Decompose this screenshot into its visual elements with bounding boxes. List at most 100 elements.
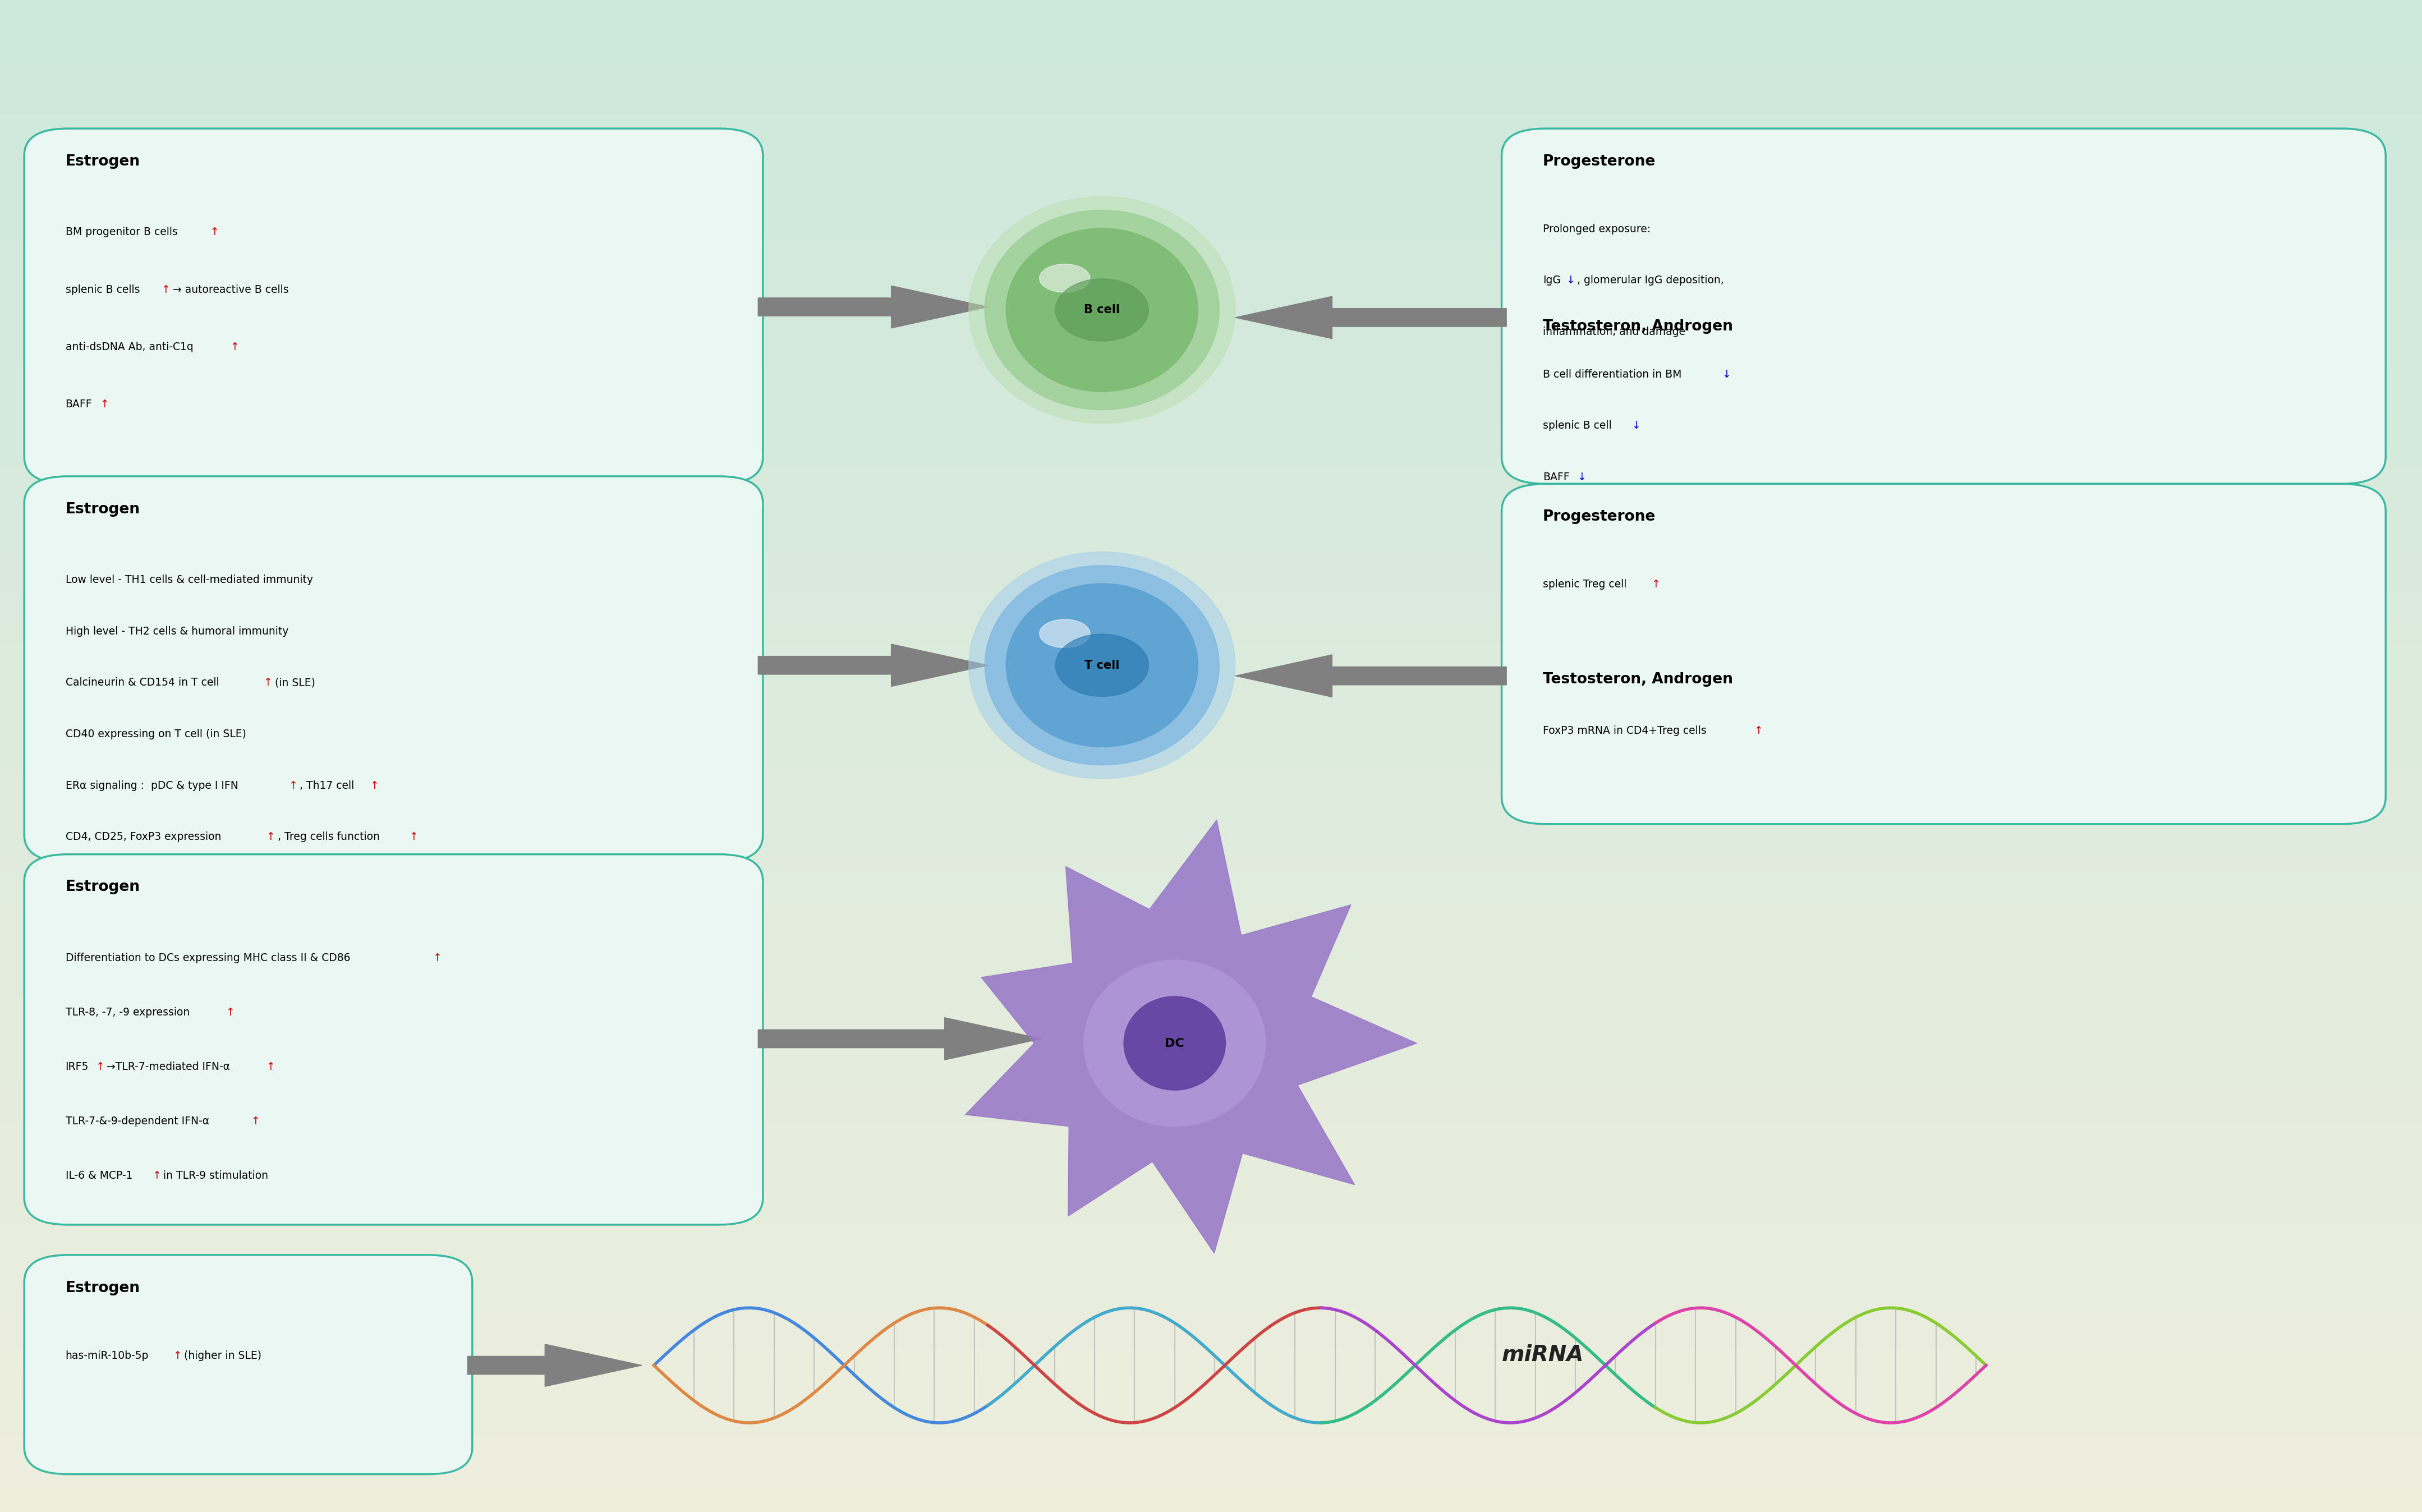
FancyBboxPatch shape — [1502, 484, 2386, 824]
Bar — [0, 1387, 2422, 1399]
Text: ↑: ↑ — [1652, 579, 1659, 590]
Bar — [0, 151, 2422, 163]
Text: anti-dsDNA Ab, anti-C1q: anti-dsDNA Ab, anti-C1q — [65, 342, 194, 352]
Text: , glomerular IgG deposition,: , glomerular IgG deposition, — [1577, 275, 1724, 286]
FancyBboxPatch shape — [24, 854, 763, 1225]
Bar — [0, 0, 2422, 12]
Bar — [0, 1184, 2422, 1198]
Bar — [0, 1311, 2422, 1323]
Bar — [0, 454, 2422, 466]
Bar — [0, 907, 2422, 919]
Bar — [0, 88, 2422, 101]
Bar — [0, 517, 2422, 529]
Bar — [0, 1247, 2422, 1259]
Bar — [0, 643, 2422, 655]
Bar — [0, 1373, 2422, 1387]
Text: IRF5: IRF5 — [65, 1061, 90, 1072]
Bar — [0, 50, 2422, 64]
Bar — [0, 163, 2422, 177]
Bar — [0, 768, 2422, 782]
Text: CD4, CD25, FoxP3 expression: CD4, CD25, FoxP3 expression — [65, 832, 220, 842]
Text: Differentiation to DCs expressing MHC class II & CD86: Differentiation to DCs expressing MHC cl… — [65, 953, 351, 963]
Bar — [0, 1323, 2422, 1335]
Bar — [0, 328, 2422, 340]
Text: TLR-7-&-9-dependent IFN-α: TLR-7-&-9-dependent IFN-α — [65, 1116, 208, 1126]
Text: ↑: ↑ — [266, 1061, 274, 1072]
Text: ↑: ↑ — [264, 677, 271, 688]
Text: ↑: ↑ — [288, 780, 298, 791]
Text: Low level - TH1 cells & cell-mediated immunity: Low level - TH1 cells & cell-mediated im… — [65, 575, 312, 585]
Text: ↑: ↑ — [266, 832, 276, 842]
Bar — [0, 265, 2422, 277]
Text: ↑: ↑ — [230, 342, 240, 352]
Ellipse shape — [1005, 228, 1199, 392]
Bar — [0, 983, 2422, 995]
Text: Prolonged exposure:: Prolonged exposure: — [1543, 224, 1652, 234]
Bar — [0, 617, 2422, 631]
FancyBboxPatch shape — [24, 129, 763, 484]
Text: (in SLE): (in SLE) — [274, 677, 315, 688]
Bar — [0, 139, 2422, 151]
Bar — [0, 1222, 2422, 1235]
Polygon shape — [966, 820, 1417, 1253]
Bar — [0, 881, 2422, 895]
Bar — [0, 718, 2422, 730]
FancyBboxPatch shape — [24, 476, 763, 862]
Text: TLR-8, -7, -9 expression: TLR-8, -7, -9 expression — [65, 1007, 189, 1018]
Ellipse shape — [986, 210, 1218, 410]
Bar — [0, 1058, 2422, 1070]
Text: ↑: ↑ — [434, 953, 441, 963]
Ellipse shape — [1124, 996, 1226, 1090]
Bar — [0, 352, 2422, 366]
Bar — [0, 794, 2422, 806]
Text: Estrogen: Estrogen — [65, 154, 140, 169]
Bar — [0, 404, 2422, 416]
FancyBboxPatch shape — [1502, 129, 2386, 484]
Ellipse shape — [1056, 634, 1148, 697]
Bar — [0, 366, 2422, 378]
Bar — [0, 442, 2422, 454]
Ellipse shape — [969, 552, 1235, 779]
Text: in TLR-9 stimulation: in TLR-9 stimulation — [162, 1170, 269, 1181]
Bar — [0, 1172, 2422, 1184]
Bar — [0, 227, 2422, 239]
Text: ↑: ↑ — [211, 227, 218, 237]
Text: Progesterone: Progesterone — [1543, 154, 1657, 169]
Bar — [0, 529, 2422, 541]
Bar — [0, 1474, 2422, 1486]
Text: ↑: ↑ — [1754, 726, 1763, 736]
Bar — [0, 579, 2422, 593]
Bar — [0, 503, 2422, 517]
Text: Estrogen: Estrogen — [65, 1281, 140, 1296]
Bar — [0, 1070, 2422, 1084]
Bar — [0, 857, 2422, 869]
Bar — [0, 1349, 2422, 1361]
Text: Calcineurin & CD154 in T cell: Calcineurin & CD154 in T cell — [65, 677, 218, 688]
Bar — [0, 1361, 2422, 1373]
Bar — [0, 1084, 2422, 1096]
Bar — [0, 756, 2422, 768]
Bar — [0, 416, 2422, 428]
FancyBboxPatch shape — [24, 1255, 472, 1474]
Bar — [0, 680, 2422, 692]
Bar — [0, 555, 2422, 567]
Bar — [0, 466, 2422, 479]
Bar — [0, 1486, 2422, 1500]
Bar — [0, 428, 2422, 442]
Bar — [0, 567, 2422, 579]
Polygon shape — [758, 286, 988, 328]
Text: ↓: ↓ — [1577, 472, 1586, 482]
Bar — [0, 933, 2422, 945]
Bar — [0, 1399, 2422, 1411]
Polygon shape — [1235, 655, 1506, 697]
Bar — [0, 1273, 2422, 1285]
Text: ↑: ↑ — [225, 1007, 235, 1018]
Bar — [0, 1046, 2422, 1058]
Text: FoxP3 mRNA in CD4+Treg cells: FoxP3 mRNA in CD4+Treg cells — [1543, 726, 1708, 736]
Text: High level - TH2 cells & humoral immunity: High level - TH2 cells & humoral immunit… — [65, 626, 288, 637]
Bar — [0, 744, 2422, 756]
Bar — [0, 1297, 2422, 1311]
Bar — [0, 1198, 2422, 1210]
Bar — [0, 64, 2422, 76]
Bar — [0, 1210, 2422, 1222]
